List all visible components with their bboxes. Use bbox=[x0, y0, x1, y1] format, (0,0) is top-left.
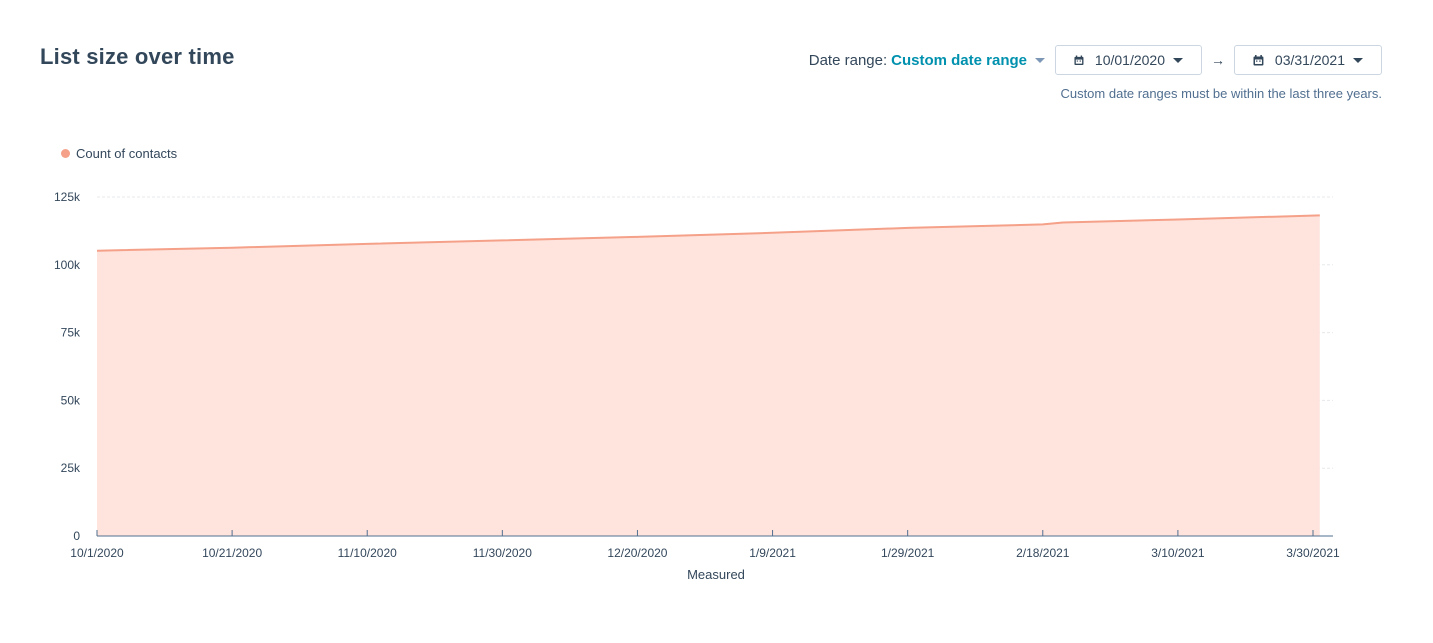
start-date-value: 10/01/2020 bbox=[1094, 52, 1165, 68]
caret-down-icon bbox=[1353, 57, 1363, 63]
legend-label: Count of contacts bbox=[76, 146, 178, 161]
end-date-button[interactable]: 03/31/2021 bbox=[1234, 45, 1382, 75]
date-range-controls: Date range: Custom date range 10/01/2020… bbox=[809, 45, 1382, 75]
date-range-hint: Custom date ranges must be within the la… bbox=[1060, 86, 1382, 101]
x-axis-title: Measured bbox=[687, 567, 745, 582]
x-tick-label: 10/1/2020 bbox=[70, 546, 124, 560]
legend-marker bbox=[61, 149, 70, 158]
y-tick-label: 125k bbox=[54, 190, 81, 204]
date-range-label: Date range: bbox=[808, 51, 888, 69]
x-tick-label: 2/18/2021 bbox=[1016, 546, 1070, 560]
series-line bbox=[96, 214, 1320, 252]
end-date-value: 03/31/2021 bbox=[1274, 52, 1345, 68]
y-tick-label: 0 bbox=[73, 529, 80, 543]
y-tick-label: 100k bbox=[54, 258, 81, 272]
x-tick-label: 1/9/2021 bbox=[749, 546, 796, 560]
x-tick-label: 10/21/2020 bbox=[202, 546, 262, 560]
caret-down-icon bbox=[1035, 57, 1045, 63]
y-tick-label: 25k bbox=[61, 461, 81, 475]
x-tick-label: 11/10/2020 bbox=[338, 546, 397, 560]
arrow-right-icon: → bbox=[1211, 52, 1225, 68]
page-title: List size over time bbox=[40, 44, 235, 69]
x-tick-label: 12/20/2020 bbox=[607, 546, 667, 560]
x-tick-label: 3/10/2021 bbox=[1151, 546, 1205, 560]
chart-legend[interactable]: Count of contacts bbox=[61, 146, 177, 161]
y-tick-label: 50k bbox=[61, 393, 81, 407]
x-tick-label: 1/29/2021 bbox=[881, 546, 935, 560]
series-area bbox=[97, 215, 1320, 536]
date-range-dropdown[interactable]: Custom date range bbox=[891, 52, 1045, 69]
y-tick-label: 75k bbox=[61, 326, 81, 340]
date-range-value: Custom date range bbox=[891, 51, 1027, 69]
calendar-icon bbox=[1074, 55, 1084, 65]
x-tick-label: 11/30/2020 bbox=[473, 546, 532, 560]
caret-down-icon bbox=[1173, 57, 1183, 63]
start-date-button[interactable]: 10/01/2020 bbox=[1055, 45, 1202, 75]
x-tick-label: 3/30/2021 bbox=[1286, 546, 1340, 560]
calendar-icon bbox=[1253, 54, 1264, 65]
